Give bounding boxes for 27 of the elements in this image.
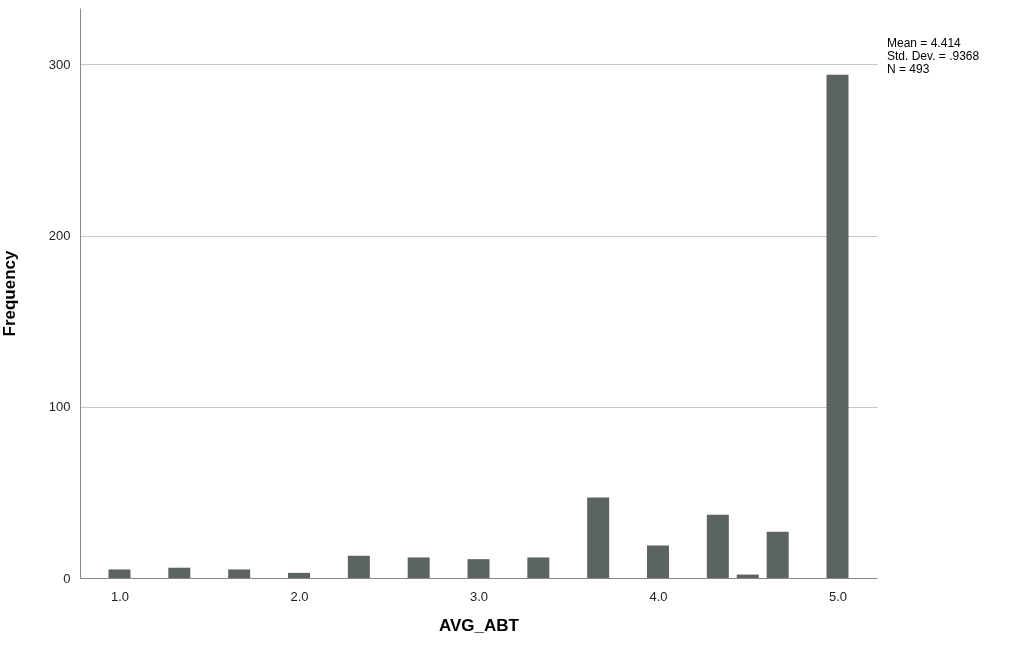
x-axis-title: AVG_ABT (439, 615, 520, 635)
bar (467, 559, 490, 578)
bar (706, 514, 729, 578)
bar (228, 569, 251, 578)
bar (766, 531, 789, 578)
bar (168, 567, 191, 578)
bar (407, 557, 430, 578)
x-tick-label: 3.0 (469, 588, 489, 604)
y-tick-label: 0 (63, 570, 71, 586)
bar (527, 557, 550, 578)
y-tick-label: 300 (48, 56, 71, 72)
bar (587, 497, 610, 578)
y-tick-label: 100 (48, 399, 71, 415)
x-tick-label: 1.0 (110, 588, 130, 604)
bar (108, 569, 131, 578)
text: N = 493 (887, 62, 930, 76)
bar (647, 545, 669, 578)
y-tick-label: 200 (48, 228, 71, 244)
text: Mean = 4.414 (887, 36, 962, 50)
bar (347, 555, 370, 578)
bar (826, 74, 849, 578)
bar (288, 572, 310, 578)
x-tick-label: 5.0 (828, 588, 848, 604)
x-tick-label: 2.0 (290, 588, 309, 604)
y-axis-title: Frequency (0, 249, 19, 337)
x-tick-label: 4.0 (649, 588, 668, 604)
text: Std. Dev. = .9368 (887, 49, 980, 63)
